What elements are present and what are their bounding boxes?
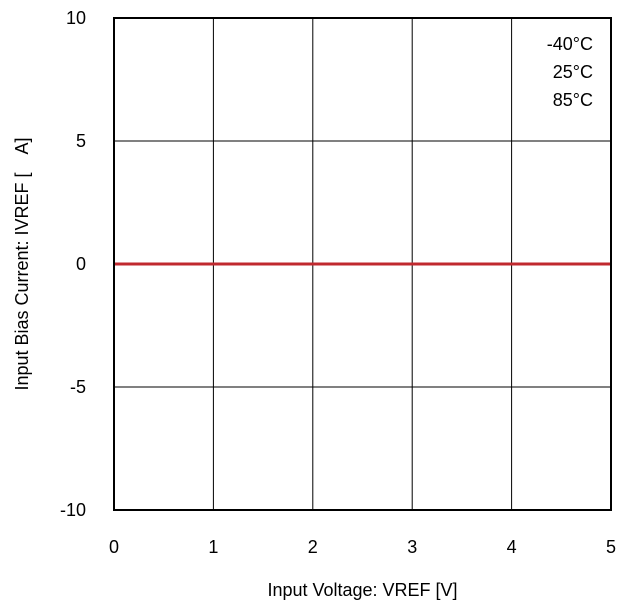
y-tick-label: 0 <box>76 254 86 274</box>
legend: -40°C 25°C 85°C <box>547 34 593 110</box>
y-axis-title: Input Bias Current: IVREF [ A] <box>12 137 32 390</box>
y-tick-label: 5 <box>76 131 86 151</box>
y-tick-labels: 10 5 0 -5 -10 <box>60 8 86 520</box>
x-tick-label: 4 <box>507 537 517 557</box>
plot-frame <box>113 17 612 511</box>
y-tick-label: -5 <box>70 377 86 397</box>
x-axis-title: Input Voltage: VREF [V] <box>267 580 457 600</box>
x-tick-label: 2 <box>308 537 318 557</box>
x-tick-label: 1 <box>208 537 218 557</box>
y-tick-label: -10 <box>60 500 86 520</box>
x-tick-label: 5 <box>606 537 616 557</box>
legend-entry: 85°C <box>553 90 593 110</box>
y-tick-label: 10 <box>66 8 86 28</box>
legend-entry: 25°C <box>553 62 593 82</box>
x-tick-label: 3 <box>407 537 417 557</box>
legend-entry: -40°C <box>547 34 593 54</box>
x-tick-labels: 0 1 2 3 4 5 <box>109 537 616 557</box>
x-tick-label: 0 <box>109 537 119 557</box>
